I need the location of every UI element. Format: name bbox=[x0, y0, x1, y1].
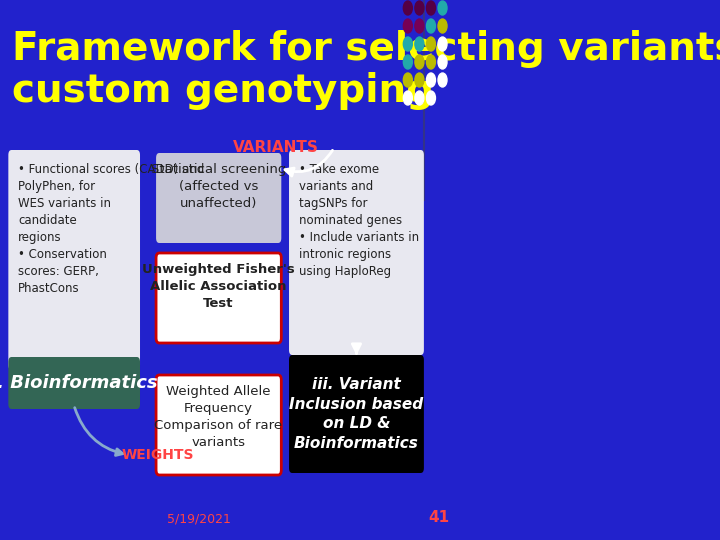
FancyBboxPatch shape bbox=[289, 150, 424, 355]
Circle shape bbox=[438, 37, 447, 51]
Circle shape bbox=[403, 91, 413, 105]
FancyBboxPatch shape bbox=[9, 150, 140, 370]
Circle shape bbox=[415, 19, 424, 33]
Circle shape bbox=[426, 19, 436, 33]
Circle shape bbox=[438, 73, 447, 87]
Circle shape bbox=[415, 1, 424, 15]
Text: • Take exome
variants and
tagSNPs for
nominated genes
• Include variants in
intr: • Take exome variants and tagSNPs for no… bbox=[299, 163, 419, 278]
FancyBboxPatch shape bbox=[156, 375, 282, 475]
Circle shape bbox=[438, 19, 447, 33]
Text: Framework for selecting variants for: Framework for selecting variants for bbox=[12, 30, 720, 68]
Circle shape bbox=[426, 55, 436, 69]
Text: WEIGHTS: WEIGHTS bbox=[121, 448, 194, 462]
FancyBboxPatch shape bbox=[156, 153, 282, 243]
Circle shape bbox=[403, 19, 413, 33]
Text: 5/19/2021: 5/19/2021 bbox=[167, 512, 231, 525]
FancyArrowPatch shape bbox=[75, 408, 122, 455]
FancyBboxPatch shape bbox=[156, 253, 282, 343]
FancyArrowPatch shape bbox=[285, 150, 333, 176]
Circle shape bbox=[415, 55, 424, 69]
Circle shape bbox=[438, 55, 447, 69]
Circle shape bbox=[415, 37, 424, 51]
Text: iii. Variant
Inclusion based
on LD &
Bioinformatics: iii. Variant Inclusion based on LD & Bio… bbox=[289, 377, 423, 451]
Text: Statistical screening
(affected vs
unaffected): Statistical screening (affected vs unaff… bbox=[150, 163, 286, 210]
Text: • Functional scores (CADD) and
PolyPhen, for
WES variants in
candidate
regions
•: • Functional scores (CADD) and PolyPhen,… bbox=[18, 163, 204, 295]
Text: custom genotyping: custom genotyping bbox=[12, 72, 433, 110]
Circle shape bbox=[415, 91, 424, 105]
Text: Unweighted Fisher's
Allelic Association
Test: Unweighted Fisher's Allelic Association … bbox=[142, 263, 294, 310]
FancyBboxPatch shape bbox=[9, 357, 140, 409]
Circle shape bbox=[426, 1, 436, 15]
Text: VARIANTS: VARIANTS bbox=[233, 140, 319, 156]
Circle shape bbox=[403, 73, 413, 87]
Circle shape bbox=[403, 37, 413, 51]
Text: i. Bioinformatics: i. Bioinformatics bbox=[0, 374, 157, 392]
Circle shape bbox=[426, 37, 436, 51]
Circle shape bbox=[426, 73, 436, 87]
FancyArrowPatch shape bbox=[352, 344, 361, 353]
Circle shape bbox=[415, 73, 424, 87]
Circle shape bbox=[426, 91, 436, 105]
FancyBboxPatch shape bbox=[289, 355, 424, 473]
Text: 41: 41 bbox=[428, 510, 449, 525]
Circle shape bbox=[403, 55, 413, 69]
Circle shape bbox=[438, 1, 447, 15]
Circle shape bbox=[403, 1, 413, 15]
Text: Weighted Allele
Frequency
Comparison of rare
variants: Weighted Allele Frequency Comparison of … bbox=[154, 385, 282, 449]
